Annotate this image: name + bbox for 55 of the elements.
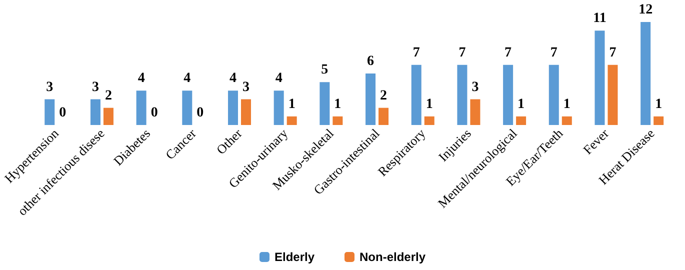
data-label: 4 (275, 71, 282, 86)
data-label: 1 (334, 96, 342, 112)
legend-label: Elderly (274, 250, 315, 264)
data-label: 3 (472, 80, 479, 95)
bar (503, 64, 514, 125)
bar (562, 116, 572, 125)
bar (594, 30, 605, 125)
bar (366, 74, 376, 125)
bar (608, 64, 618, 125)
bar (640, 22, 651, 125)
data-label: 1 (563, 96, 570, 112)
data-label: 7 (550, 45, 558, 60)
data-label: 11 (593, 11, 606, 26)
bar (516, 116, 526, 125)
bar (228, 90, 238, 125)
bar (332, 116, 343, 125)
data-label: 7 (458, 45, 466, 60)
bar (103, 108, 114, 125)
bar (411, 64, 422, 125)
data-label: 1 (518, 96, 525, 112)
data-label: 5 (321, 62, 328, 78)
data-label: 7 (609, 45, 616, 60)
data-label: 7 (504, 45, 512, 60)
bar (182, 90, 192, 125)
data-label: 4 (138, 71, 145, 86)
data-label: 12 (638, 2, 653, 18)
data-label: 1 (426, 96, 433, 112)
data-label: 1 (288, 96, 296, 112)
bar (286, 116, 297, 125)
legend-label: Non-elderly (360, 250, 426, 264)
bar (241, 99, 251, 125)
bar (654, 116, 664, 125)
bar (378, 108, 389, 125)
data-label: 6 (367, 54, 374, 69)
bar (136, 90, 146, 125)
bar (320, 82, 330, 125)
data-label: 3 (46, 80, 54, 95)
bar (274, 90, 284, 125)
data-label: 3 (242, 80, 250, 95)
data-label: 4 (230, 71, 236, 86)
bar (470, 99, 480, 125)
data-label: 0 (59, 106, 66, 120)
data-label: 1 (655, 96, 662, 112)
data-label: 3 (92, 80, 99, 95)
data-label: 4 (184, 71, 191, 86)
data-label: 2 (104, 88, 112, 104)
bar (44, 99, 55, 125)
bar (457, 64, 468, 125)
data-label: 7 (412, 45, 420, 60)
bar (424, 116, 434, 125)
bar (90, 99, 100, 125)
bar (548, 64, 559, 125)
data-label: 0 (196, 106, 204, 120)
data-label: 2 (380, 88, 388, 104)
data-label: 0 (150, 106, 158, 120)
